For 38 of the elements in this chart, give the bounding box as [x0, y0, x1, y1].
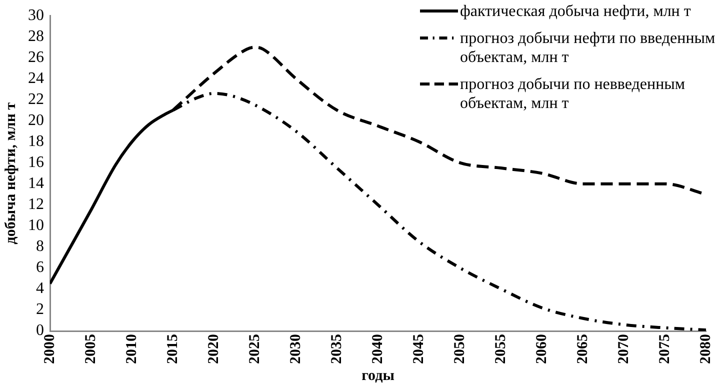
x-tick-label: 2040 — [370, 334, 386, 364]
x-tick-label: 2015 — [164, 334, 181, 364]
x-tick-label: 2025 — [246, 334, 263, 364]
y-tick-label: 16 — [28, 154, 44, 171]
x-tick-label: 2020 — [206, 334, 222, 364]
y-tick-label: 12 — [28, 196, 44, 214]
y-tick-label: 2 — [36, 301, 44, 318]
x-tick-label: 2010 — [124, 334, 140, 364]
x-tick-label: 2070 — [616, 334, 632, 364]
x-tick-label: 2005 — [82, 334, 99, 364]
y-tick-label: 30 — [28, 6, 44, 24]
y-tick-label: 4 — [36, 280, 44, 298]
x-tick-label: 2035 — [328, 334, 345, 364]
x-tick-label: 2060 — [534, 334, 550, 364]
y-tick-label: 22 — [28, 90, 44, 108]
y-tick-label: 28 — [28, 28, 44, 45]
y-tick-label: 24 — [28, 70, 44, 87]
x-tick-label: 2080 — [698, 334, 714, 364]
y-tick-label: 6 — [36, 259, 44, 276]
x-tick-label: 2000 — [42, 334, 58, 364]
x-tick-label: 2030 — [288, 334, 304, 364]
y-tick-label: 8 — [36, 238, 44, 256]
y-tick-label: 26 — [28, 48, 44, 66]
y-tick-label: 0 — [36, 322, 44, 340]
x-axis-title: годы — [362, 368, 395, 384]
x-tick-label: 2055 — [492, 334, 509, 364]
legend-label: фактическая добыча нефти, млн т — [460, 2, 691, 21]
legend-label: прогноз добычи по невведенным объектам, млн т — [460, 75, 686, 113]
y-tick-label: 14 — [28, 175, 44, 192]
y-tick-label: 10 — [28, 217, 44, 234]
y-tick-label: 20 — [28, 112, 44, 129]
x-tick-label: 2045 — [410, 334, 427, 364]
legend-label: прогноз добычи нефти по введенным объектам, млн т — [460, 29, 716, 67]
x-tick-label: 2075 — [656, 334, 673, 364]
x-tick-label: 2050 — [452, 334, 468, 364]
y-axis-title: добыча нефти, млн т — [2, 102, 19, 244]
x-tick-label: 2065 — [574, 334, 591, 364]
y-tick-label: 18 — [28, 132, 44, 150]
